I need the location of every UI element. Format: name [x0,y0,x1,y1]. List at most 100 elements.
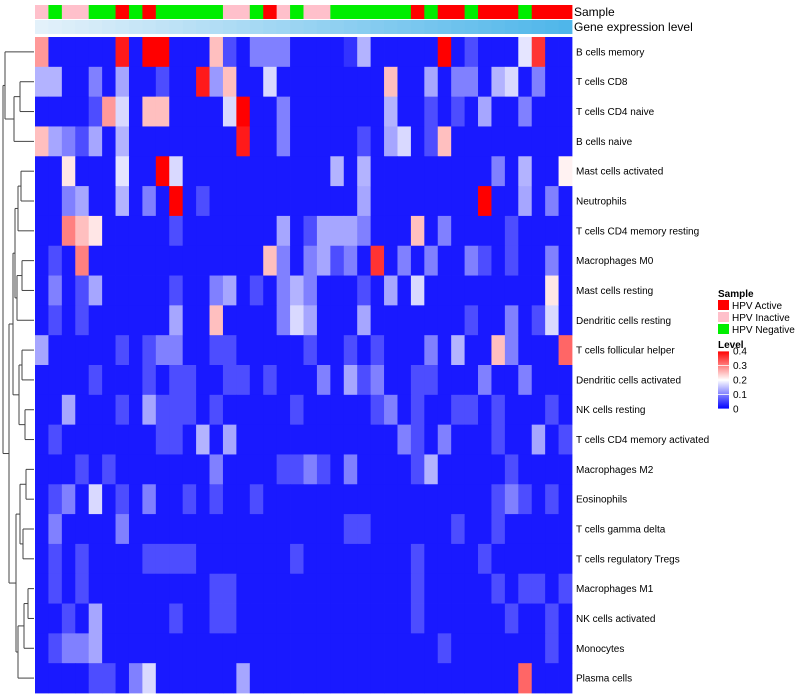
heatmap-cell [410,156,425,187]
heatmap-cell [558,126,573,157]
heatmap-cell [88,215,103,247]
heatmap-cell [504,424,519,455]
heatmap-cell [478,543,492,575]
heatmap-cell [276,335,291,366]
heatmap-cell [451,215,465,247]
heatmap-cell [357,514,372,545]
heatmap-cell [504,186,519,217]
heatmap-cell [316,394,331,426]
heatmap-cell [155,305,170,336]
heatmap-cell [384,156,398,187]
sample-annotation-cell [169,5,184,19]
heatmap-cell [545,394,559,426]
heatmap-cell [384,663,398,694]
heatmap-cell [209,663,224,694]
heatmap-cell [397,603,412,634]
heatmap-cell [236,424,251,455]
heatmap-cell [61,335,76,366]
heatmap-cell [209,573,224,604]
row-label: Dendritic cells resting [576,316,671,327]
heatmap-cell [397,514,412,545]
heatmap-cell [370,573,385,604]
heatmap-cell [330,96,345,127]
heatmap-cell [478,603,492,634]
heatmap-cell [61,365,76,396]
heatmap-cell [115,186,130,217]
heatmap-cell [236,275,251,306]
heatmap-cell [222,215,237,247]
heatmap-cell [424,335,439,366]
heatmap-cell [290,394,304,426]
sample-annotation-cell [142,5,157,19]
heatmap-cell [75,275,90,306]
heatmap-cell [182,335,197,366]
heatmap-cell [102,543,116,575]
heatmap-cell [196,335,210,366]
gene-expression-annotation-cell [249,20,264,34]
heatmap-cell [531,424,546,455]
heatmap-cell [478,186,492,217]
gene-expression-annotation-cell [290,20,304,34]
heatmap-cell [464,603,479,634]
heatmap-cell [128,365,143,396]
heatmap-cell [196,514,210,545]
heatmap-cell [437,424,452,455]
heatmap-cell [142,156,157,187]
heatmap-cell [115,305,130,336]
heatmap-cell [222,245,237,276]
heatmap-cell [182,96,197,127]
heatmap-cell [424,275,439,306]
heatmap-cell [276,215,291,247]
heatmap-cell [464,305,479,336]
heatmap-cell [115,37,130,68]
heatmap-cell [75,663,90,694]
heatmap-cell [545,484,559,515]
heatmap-cell [357,215,372,247]
gene-expression-annotation-cell [115,20,130,34]
heatmap-cell [491,573,506,604]
heatmap-cell [169,66,184,98]
heatmap-cell [343,305,358,336]
heatmap-cell [128,603,143,634]
heatmap-cell [330,245,345,276]
heatmap-cell [169,424,184,455]
heatmap-cell [263,573,278,604]
heatmap-cell [343,365,358,396]
heatmap-cell [384,275,398,306]
heatmap-cell [397,215,412,247]
heatmap-cell [169,215,184,247]
heatmap-cell [464,156,479,187]
row-label: Mast cells resting [576,286,653,297]
heatmap-cell [397,663,412,694]
heatmap-cell [330,335,345,366]
heatmap-cell [128,484,143,515]
heatmap-cell [249,275,264,306]
heatmap-cell [222,514,237,545]
heatmap-cell [196,663,210,694]
heatmap-cell [397,37,412,68]
heatmap-cell [88,543,103,575]
heatmap-cell [75,156,90,187]
heatmap-cell [263,454,278,485]
heatmap-cell [357,633,372,664]
heatmap-cell [128,126,143,157]
heatmap-cell [196,424,210,455]
heatmap-cell [236,96,251,127]
heatmap-cell [263,305,278,336]
sample-annotation-cell [370,5,385,19]
row-label: T cells CD8 [576,77,628,88]
heatmap-cell [290,245,304,276]
heatmap-cell [424,215,439,247]
heatmap-cell [424,186,439,217]
heatmap-cell [424,454,439,485]
heatmap-cell [35,305,49,336]
heatmap-cell [451,156,465,187]
heatmap-cell [357,37,372,68]
heatmap-cell [115,514,130,545]
heatmap-cell [88,126,103,157]
heatmap-cell [397,96,412,127]
heatmap-cell [397,275,412,306]
heatmap-cell [222,275,237,306]
heatmap-cell [384,454,398,485]
gene-expression-annotation-cell [61,20,76,34]
